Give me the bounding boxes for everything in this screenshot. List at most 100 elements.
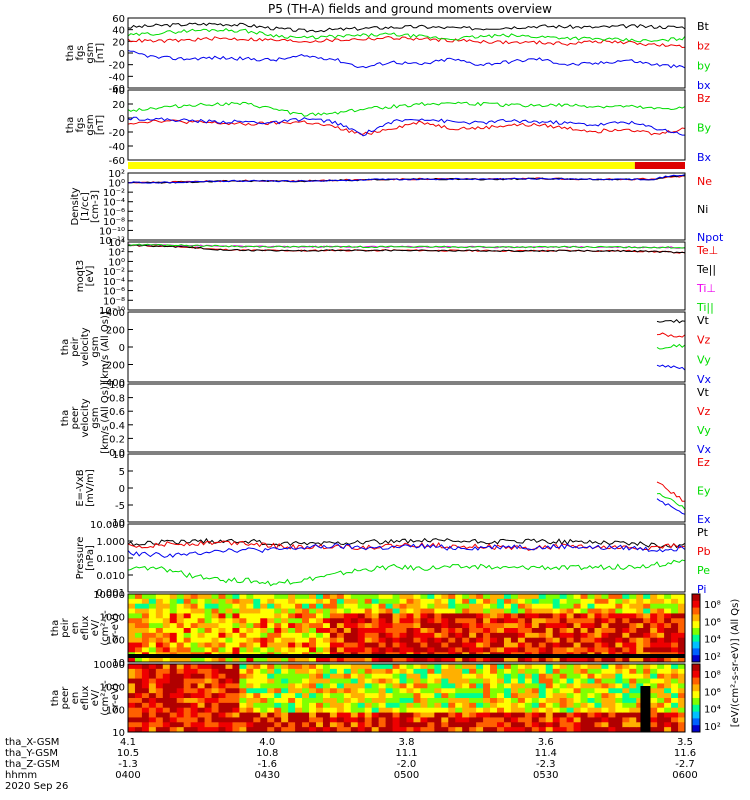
heatmap-cell [134,623,143,629]
heatmap-cell [566,664,575,670]
heatmap-cell [664,668,672,675]
heatmap-cell [148,683,157,689]
heatmap-cell [281,693,289,699]
heatmap-cell [650,673,658,680]
colorbar-segment [692,691,700,699]
heatmap-cell [288,657,296,663]
heatmap-cell [155,632,164,639]
heatmap-cell [309,717,317,723]
heatmap-cell [232,707,240,714]
heatmap-cell [399,642,407,648]
heatmap-cell [441,632,449,639]
heatmap-cell [343,618,352,624]
heatmap-cell [497,678,505,684]
heatmap-cell [295,594,303,600]
heatmap-cell [302,613,310,619]
heatmap-cell [190,717,199,723]
heatmap-cell [211,608,220,614]
heatmap-cell [128,594,136,600]
heatmap-cell [636,693,644,699]
heatmap-cell [169,608,178,614]
heatmap-cell [594,707,602,714]
heatmap-cell [232,722,240,728]
heatmap-cell [566,613,575,619]
ytick-label: 1.0 [109,380,125,391]
heatmap-cell [253,632,261,639]
heatmap-cell [650,642,658,648]
heatmap-cell [267,683,275,689]
heatmap-cell [148,673,157,680]
heatmap-cell [587,608,595,614]
heatmap-cell [587,693,595,699]
heatmap-cell [329,632,338,639]
heatmap-cell [378,637,387,644]
heatmap-cell [517,702,526,709]
heatmap-cell [434,668,442,675]
heatmap-cell [413,598,421,605]
heatmap-cell [622,657,630,663]
heatmap-cell [134,598,143,605]
heatmap-cell [650,683,658,689]
heatmap-cell [315,613,324,619]
heatmap-cell [134,702,143,709]
heatmap-cell [148,688,157,694]
heatmap-cell [469,664,477,670]
heatmap-cell [399,698,407,704]
heatmap-cell [629,727,637,733]
heatmap-cell [274,693,282,699]
heatmap-cell [462,642,470,648]
heatmap-cell [552,642,561,648]
heatmap-cell [552,623,561,629]
heatmap-cell [434,603,442,610]
heatmap-cell [580,608,589,614]
heatmap-cell [559,702,568,709]
heatmap-cell [434,637,442,644]
heatmap-cell [490,598,498,605]
heatmap-cell [406,647,414,653]
y-axis-label: thapeirvelocitygsm[km/s (All Qs)] [60,311,111,383]
heatmap-cell [197,647,206,653]
heatmap-cell [183,707,192,714]
heatmap-cell [601,717,609,723]
heatmap-cell [128,693,136,699]
heatmap-cell [169,698,178,704]
heatmap-cell [322,693,331,699]
y-axis-label-line: gsm [85,42,96,63]
heatmap-cell [636,683,644,689]
heatmap-cell [197,664,206,670]
heatmap-cell [636,717,644,723]
heatmap-cell [239,598,247,605]
heatmap-cell [288,598,296,605]
heatmap-cell [204,637,213,644]
heatmap-cell [566,618,575,624]
heatmap-cell [364,717,373,723]
heatmap-cell [531,717,540,723]
heatmap-cell [134,683,143,689]
heatmap-cell [281,613,289,619]
y-axis-label-line: [nT] [95,115,106,135]
time-axis-value: -2.7 [675,759,695,770]
heatmap-cell [566,693,575,699]
heatmap-cell [413,673,421,680]
heatmap-cell [260,707,268,714]
heatmap-cell [580,628,589,634]
heatmap-cell [225,712,233,718]
heatmap-cell [239,647,247,653]
heatmap-cell [538,717,547,723]
heatmap-cell [427,712,435,718]
heatmap-cell [503,683,512,689]
heatmap-cell [302,717,310,723]
heatmap-cell [671,698,679,704]
heatmap-cell [664,618,672,624]
heatmap-cell [524,712,533,718]
heatmap-cell [378,657,387,663]
time-axis-value: 0600 [672,770,697,781]
heatmap-cell [448,727,456,733]
heatmap-cell [671,613,679,619]
heatmap-cell [309,642,317,648]
heatmap-cell [128,668,136,675]
heatmap-cell [343,642,352,648]
heatmap-cell [441,717,449,723]
heatmap-cell [239,707,247,714]
heatmap-cell [302,642,310,648]
